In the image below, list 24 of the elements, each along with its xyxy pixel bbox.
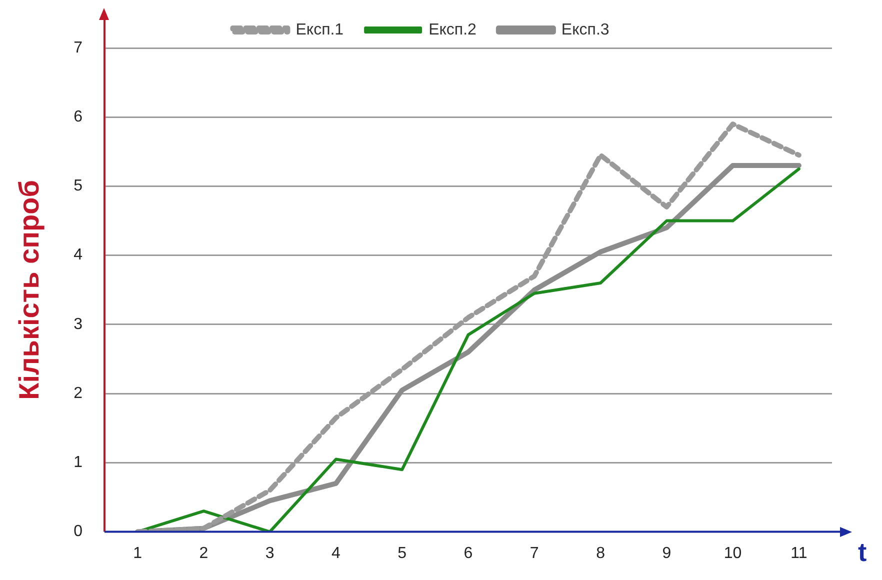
y-axis-title: Кількість спроб xyxy=(14,180,45,400)
x-axis-title: t xyxy=(858,536,867,567)
x-tick-label: 2 xyxy=(199,544,208,562)
x-tick-label: 11 xyxy=(790,544,808,562)
y-tick-label: 1 xyxy=(74,454,83,472)
y-tick-label: 2 xyxy=(74,384,83,402)
y-tick-label: 7 xyxy=(74,39,83,56)
x-tick-label: 1 xyxy=(133,544,142,562)
y-tick-label: 4 xyxy=(74,246,83,264)
x-tick-label: 8 xyxy=(596,544,606,562)
y-tick-label: 3 xyxy=(74,316,83,333)
x-tick-label: 9 xyxy=(662,544,672,562)
y-tick-label: 0 xyxy=(74,523,83,540)
x-tick-label: 3 xyxy=(265,544,274,562)
legend-label: Експ.2 xyxy=(428,21,477,38)
x-tick-label: 7 xyxy=(530,544,539,562)
x-tick-label: 4 xyxy=(332,544,341,562)
y-tick-label: 6 xyxy=(74,108,83,126)
legend-label: Експ.1 xyxy=(296,21,344,38)
x-tick-label: 6 xyxy=(464,544,473,562)
x-tick-label: 5 xyxy=(398,544,407,562)
x-tick-label: 10 xyxy=(724,544,742,562)
legend-label: Експ.3 xyxy=(561,21,610,38)
y-tick-label: 5 xyxy=(74,178,83,195)
